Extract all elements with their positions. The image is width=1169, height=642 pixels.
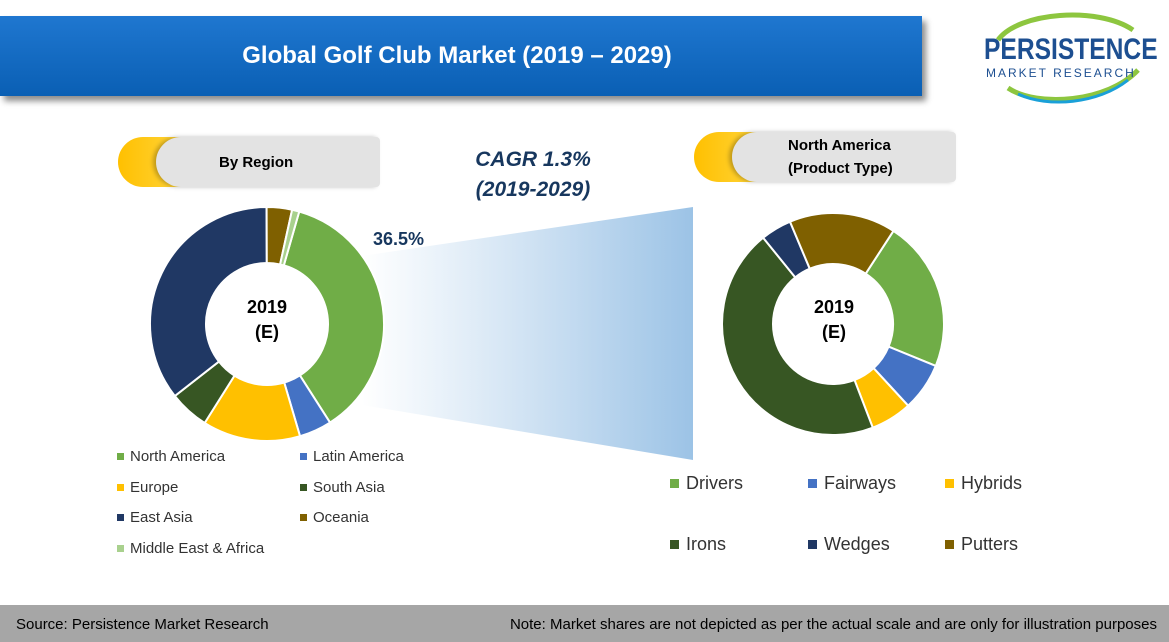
donut-slice-irons <box>721 236 875 436</box>
legend-item-hybrids: Hybrids <box>945 473 1022 494</box>
donut-slice-middle-east-africa <box>278 208 301 267</box>
chart-title: Global Golf Club Market (2019 – 2029) <box>242 42 672 69</box>
legend-swatch <box>808 479 817 488</box>
legend-swatch <box>300 514 307 521</box>
logo-wordmark: PERSISTENCE <box>984 33 1158 66</box>
legend-item-latin-america: Latin America <box>300 448 404 465</box>
legend-swatch <box>300 453 307 460</box>
legend-swatch <box>117 545 124 552</box>
legend-swatch <box>670 540 679 549</box>
region-header-pill: By Region <box>118 137 380 187</box>
product-header-pill: North America (Product Type) <box>694 132 956 182</box>
product-header-label: North America (Product Type) <box>788 137 893 177</box>
company-logo: PERSISTENCE MARKET RESEARCH <box>978 10 1158 105</box>
legend-item-europe: Europe <box>117 479 178 496</box>
legend-item-north-america: North America <box>117 448 225 465</box>
legend-swatch <box>117 514 124 521</box>
legend-item-drivers: Drivers <box>670 473 743 494</box>
legend-swatch <box>300 484 307 491</box>
region-donut-chart <box>149 205 385 442</box>
zoom-beam <box>362 207 693 460</box>
region-header-label: By Region <box>219 154 294 171</box>
legend-item-wedges: Wedges <box>808 534 890 555</box>
legend-swatch <box>945 479 954 488</box>
legend-swatch <box>945 540 954 549</box>
legend-item-irons: Irons <box>670 534 726 555</box>
footnote-text: Note: Market shares are not depicted as … <box>509 616 1157 633</box>
legend-swatch <box>117 453 124 460</box>
donut-slice-drivers <box>864 229 945 368</box>
legend-swatch <box>670 479 679 488</box>
donut-slice-east-asia <box>149 205 268 398</box>
region-donut-center-label: 2019 (E) <box>246 297 288 342</box>
logo-swoosh-icon <box>995 12 1140 104</box>
north-america-share-label: 36.5% <box>373 229 425 249</box>
donut-slice-north-america <box>282 210 385 424</box>
legend-item-south-asia: South Asia <box>300 479 385 496</box>
source-text: Source: Persistence Market Research <box>16 616 269 633</box>
logo-subtitle: MARKET RESEARCH <box>986 66 1136 80</box>
donut-slice-putters <box>788 212 895 276</box>
legend-swatch <box>117 484 124 491</box>
footer-bar: Source: Persistence Market Research Note… <box>0 605 1169 642</box>
legend-item-putters: Putters <box>945 534 1018 555</box>
legend-item-middle-east-africa: Middle East & Africa <box>117 540 264 557</box>
product-donut-center-label: 2019 (E) <box>813 297 855 342</box>
legend-item-fairways: Fairways <box>808 473 896 494</box>
legend-item-east-asia: East Asia <box>117 509 193 526</box>
cagr-label: CAGR 1.3% (2019-2029) <box>475 148 591 201</box>
legend-item-oceania: Oceania <box>300 509 369 526</box>
title-bar: Global Golf Club Market (2019 – 2029) <box>0 16 922 96</box>
product-donut-chart <box>721 212 945 436</box>
legend-swatch <box>808 540 817 549</box>
